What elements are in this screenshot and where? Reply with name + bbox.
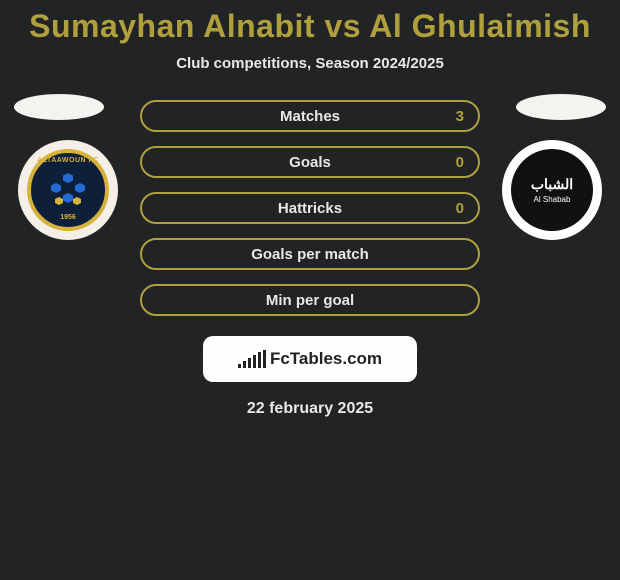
player-photo-left-placeholder <box>14 94 104 120</box>
stats-list: Matches 3 Goals 0 Hattricks 0 Goals per … <box>140 100 480 316</box>
stat-label: Matches <box>280 108 340 125</box>
stat-value: 0 <box>456 200 464 217</box>
brand-box[interactable]: FcTables.com <box>203 336 417 382</box>
brand-bars-icon <box>238 350 266 368</box>
stat-label: Goals <box>289 154 331 171</box>
club-badge-right-inner: الشباب Al Shabab <box>511 149 593 231</box>
stat-row: Goals 0 <box>140 146 480 178</box>
player-photo-right-placeholder <box>516 94 606 120</box>
stat-row: Matches 3 <box>140 100 480 132</box>
club-badge-left-inner: ALTAAWOUN FC 1956 <box>27 149 109 231</box>
stat-value: 0 <box>456 154 464 171</box>
subtitle: Club competitions, Season 2024/2025 <box>0 55 620 72</box>
stat-label: Hattricks <box>278 200 342 217</box>
stat-label: Goals per match <box>251 246 369 263</box>
footer-date: 22 february 2025 <box>0 400 620 418</box>
stat-row: Min per goal <box>140 284 480 316</box>
stat-row: Goals per match <box>140 238 480 270</box>
comparison-area: ALTAAWOUN FC 1956 الشباب Al Shabab <box>0 100 620 316</box>
club-badge-left: ALTAAWOUN FC 1956 <box>18 140 118 240</box>
page-title: Sumayhan Alnabit vs Al Ghulaimish <box>0 8 620 45</box>
brand-text: FcTables.com <box>270 349 382 369</box>
stat-row: Hattricks 0 <box>140 192 480 224</box>
club-badge-right-en: Al Shabab <box>534 195 571 204</box>
club-badge-left-text: ALTAAWOUN FC <box>37 157 99 164</box>
club-badge-right-arabic: الشباب <box>531 176 573 193</box>
stat-value: 3 <box>456 108 464 125</box>
stat-label: Min per goal <box>266 292 354 309</box>
widget-container: Sumayhan Alnabit vs Al Ghulaimish Club c… <box>0 0 620 418</box>
club-badge-right: الشباب Al Shabab <box>502 140 602 240</box>
club-badge-left-emblem <box>51 173 85 207</box>
club-badge-left-year: 1956 <box>60 214 76 221</box>
